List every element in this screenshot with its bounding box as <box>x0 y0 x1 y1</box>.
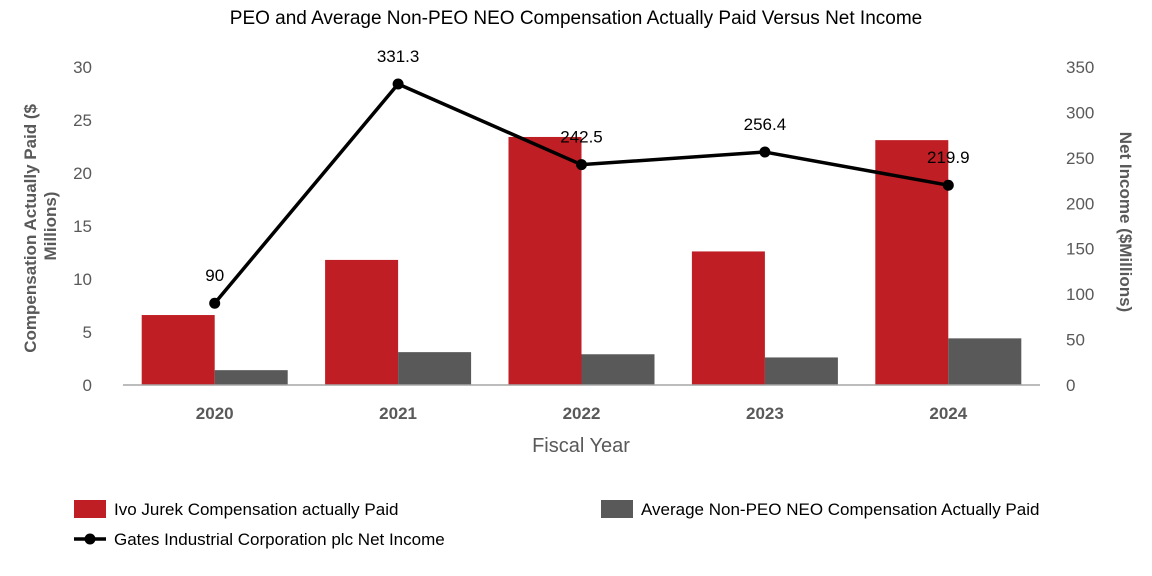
bar-non-peo-2023 <box>764 357 838 385</box>
legend-label-net-income: Gates Industrial Corporation plc Net Inc… <box>114 530 445 549</box>
legend-swatch-ivo-jurek <box>74 500 106 518</box>
category-label-2023: 2023 <box>746 404 784 423</box>
right-tick-label: 50 <box>1066 331 1085 350</box>
left-tick-label: 10 <box>73 270 92 289</box>
right-axis-ticks: 0 50 100 150 200 250 300 350 <box>1066 58 1094 395</box>
legend-marker-net-income <box>84 533 96 545</box>
left-tick-label: 20 <box>73 164 92 183</box>
right-tick-label: 300 <box>1066 103 1094 122</box>
y-axis-label-left-line2: Millions) <box>41 192 60 261</box>
bars <box>141 136 1022 385</box>
right-tick-label: 150 <box>1066 240 1094 259</box>
right-tick-label: 350 <box>1066 58 1094 77</box>
left-tick-label: 25 <box>73 111 92 130</box>
net-income-data-label-2023: 256.4 <box>744 115 787 134</box>
left-tick-label: 5 <box>83 323 92 342</box>
net-income-line-series: 90 331.3 242.5 256.4 219.9 <box>205 47 970 309</box>
net-income-point-2024 <box>942 179 954 191</box>
right-tick-label: 0 <box>1066 376 1075 395</box>
net-income-point-2022 <box>576 159 587 171</box>
net-income-data-label-2022: 242.5 <box>560 128 603 147</box>
net-income-point-2023 <box>759 146 771 158</box>
category-label-2024: 2024 <box>929 404 967 423</box>
legend: Ivo Jurek Compensation actually Paid Ave… <box>74 500 1039 549</box>
net-income-point-2021 <box>392 78 404 90</box>
category-label-2020: 2020 <box>196 404 234 423</box>
bar-ivo-jurek-2022 <box>508 136 582 385</box>
left-tick-label: 15 <box>73 217 92 236</box>
net-income-data-label-2020: 90 <box>205 266 224 285</box>
bar-non-peo-2020 <box>214 370 288 385</box>
left-tick-label: 0 <box>83 376 92 395</box>
left-tick-label: 30 <box>73 58 92 77</box>
legend-swatch-non-peo <box>601 500 633 518</box>
y-axis-label-left-line1: Compensation Actually Paid ($ <box>21 103 40 352</box>
right-tick-label: 250 <box>1066 149 1094 168</box>
net-income-point-2020 <box>209 297 221 309</box>
y-axis-label-right: Net Income ($Millions) <box>1116 132 1135 312</box>
bar-ivo-jurek-2020 <box>141 315 215 385</box>
x-axis-label: Fiscal Year <box>532 435 630 457</box>
bar-non-peo-2024 <box>948 338 1022 385</box>
legend-label-non-peo: Average Non-PEO NEO Compensation Actuall… <box>641 500 1039 519</box>
right-tick-label: 100 <box>1066 285 1094 304</box>
category-labels: 2020 2021 2022 2023 2024 <box>196 404 968 423</box>
y-axis-label-left: Compensation Actually Paid ($ Millions) <box>21 99 60 352</box>
bar-ivo-jurek-2023 <box>691 251 765 385</box>
category-label-2021: 2021 <box>379 404 417 423</box>
legend-label-ivo-jurek: Ivo Jurek Compensation actually Paid <box>114 500 398 519</box>
bar-ivo-jurek-2021 <box>325 259 399 385</box>
chart-title: PEO and Average Non-PEO NEO Compensation… <box>230 8 922 29</box>
bar-ivo-jurek-2024 <box>875 140 949 385</box>
bar-non-peo-2021 <box>398 352 472 385</box>
left-axis-ticks: 0 5 10 15 20 25 30 <box>73 58 92 395</box>
category-label-2022: 2022 <box>563 404 601 423</box>
bar-non-peo-2022 <box>581 354 655 385</box>
net-income-data-label-2024: 219.9 <box>927 148 970 167</box>
net-income-data-label-2021: 331.3 <box>377 47 420 66</box>
right-tick-label: 200 <box>1066 194 1094 213</box>
